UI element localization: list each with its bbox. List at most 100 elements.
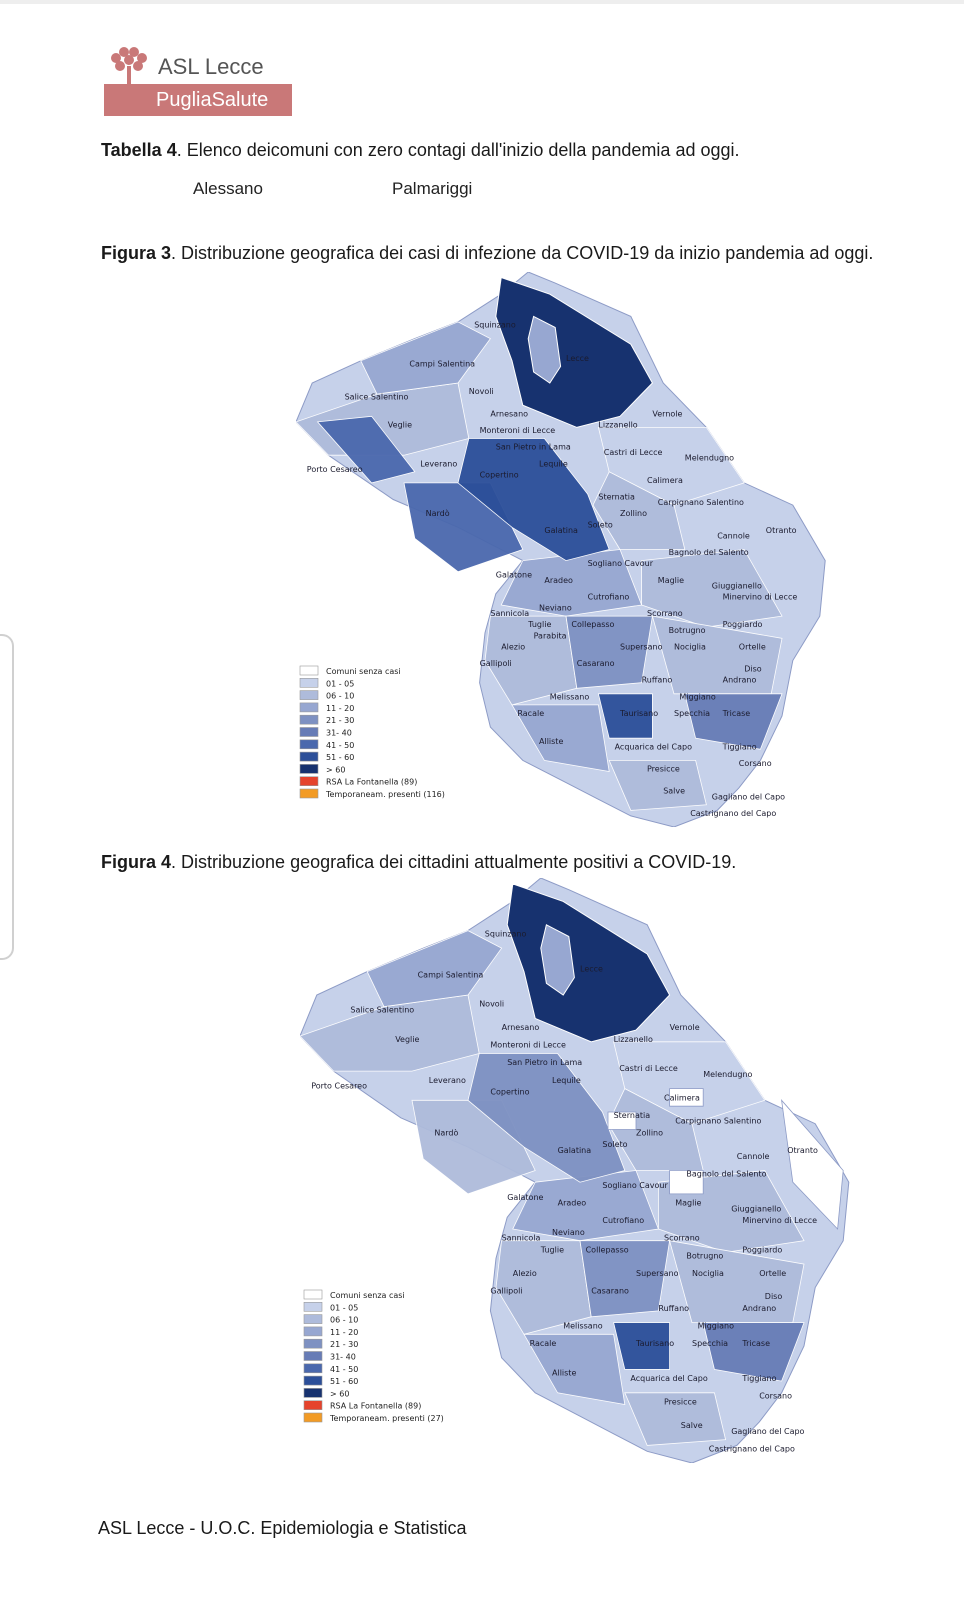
legend-swatch: [303, 1363, 323, 1374]
town-label: Alliste: [539, 737, 563, 746]
legend-label: 21 - 30: [330, 1340, 358, 1349]
town-label: Acquarica del Capo: [615, 742, 692, 751]
town-label: Castrignano del Capo: [709, 1444, 795, 1453]
legend-label: 11 - 20: [330, 1328, 358, 1337]
legend-label: 51 - 60: [326, 753, 354, 762]
town-label: Collepasso: [571, 620, 614, 629]
town-label: Cutrofiano: [588, 592, 630, 601]
town-label: Melissano: [563, 1321, 603, 1330]
figure4-map: Squinzano Campi Salentina Lecce Salice Sale…: [300, 878, 860, 1463]
legend-label: Comuni senza casi: [330, 1291, 405, 1300]
town-label: Giuggianello: [712, 581, 762, 590]
town-label: Nociglia: [674, 642, 706, 651]
town-label: Sternatia: [598, 493, 635, 502]
town-label: Corsano: [759, 1392, 792, 1401]
legend-swatch: [299, 751, 319, 762]
town-label: Squinzano: [485, 930, 527, 939]
legend-label: Temporaneam. presenti (27): [329, 1414, 444, 1423]
town-label: Casarano: [577, 659, 615, 668]
town-label: Gallipoli: [490, 1286, 522, 1295]
figure3-text: . Distribuzione geografica dei casi di i…: [171, 243, 874, 263]
town-label: Supersano: [636, 1269, 679, 1278]
footer-text: ASL Lecce - U.O.C. Epidemiologia e Stati…: [98, 1518, 467, 1538]
town-label: Cannole: [737, 1152, 770, 1161]
district-area: [467, 1053, 626, 1183]
town-label: Veglie: [388, 420, 412, 429]
district-area: [597, 693, 653, 739]
district-area: [597, 426, 745, 506]
town-label: Soleto: [588, 520, 613, 529]
town-label: Squinzano: [474, 321, 516, 330]
town-label: Lizzanello: [614, 1035, 653, 1044]
legend-swatch: [303, 1301, 323, 1312]
town-label: Supersano: [620, 642, 663, 651]
district-area: [641, 549, 783, 628]
legend-swatch: [299, 690, 319, 700]
town-label: Tricase: [722, 709, 751, 718]
district-area: [316, 415, 416, 484]
town-label: Taurisano: [619, 709, 658, 718]
district-area: [592, 471, 686, 550]
town-label: Cannole: [717, 531, 750, 540]
legend-swatch: [299, 788, 319, 799]
town-label: Nardò: [434, 1127, 458, 1137]
logo-sub: PugliaSalute: [156, 89, 269, 111]
town-label: Maglie: [658, 576, 684, 585]
town-label: Diso: [744, 665, 762, 674]
zero-case-town: Alessano: [193, 179, 263, 198]
district-area: [624, 1392, 727, 1446]
district-area: [511, 704, 610, 772]
legend-label: 01 - 05: [330, 1303, 358, 1312]
town-label: Poggiardo: [723, 620, 763, 629]
town-label: Calimera: [647, 476, 683, 485]
legend-label: > 60: [326, 765, 345, 774]
town-label: Campi Salentina: [409, 359, 475, 368]
town-label: Ruffano: [658, 1304, 689, 1313]
town-label: Minervino di Lecce: [742, 1216, 817, 1225]
legend-swatch: [303, 1412, 323, 1423]
legend-label: RSA La Fontanella (89): [330, 1402, 421, 1411]
district-area: [366, 930, 503, 1008]
town-label: Miggiano: [698, 1321, 734, 1330]
legend-swatch: [303, 1338, 323, 1349]
figure4-label: Figura 4: [101, 852, 172, 872]
town-label: Ruffano: [642, 676, 673, 685]
legend-swatch: [303, 1351, 323, 1361]
figure4-svg: Squinzano Campi Salentina Lecce Salice Sale…: [300, 878, 850, 1463]
table4-caption: Tabella 4. Elenco deicomuni con zero con…: [101, 140, 740, 161]
town-label: Gallipoli: [480, 659, 512, 668]
town-label: Campi Salentina: [418, 971, 484, 980]
town-label: Ortelle: [759, 1269, 786, 1278]
table4-label: Tabella 4: [101, 140, 177, 160]
district-area: [523, 1333, 626, 1405]
town-label: Otranto: [766, 526, 797, 535]
top-rule: [0, 0, 964, 4]
town-label: Copertino: [480, 470, 519, 479]
town-label: Melissano: [550, 692, 590, 701]
town-label: Scorrano: [664, 1234, 700, 1243]
town-label: Poggiardo: [742, 1245, 782, 1254]
legend-swatch: [299, 677, 319, 688]
town-label: Novoli: [479, 1000, 504, 1009]
town-label: Cutrofiano: [602, 1216, 644, 1225]
town-label: Taurisano: [635, 1339, 674, 1348]
town-label: San Pietro in Lama: [496, 443, 571, 452]
district-area: [613, 1322, 671, 1370]
legend-swatch: [299, 665, 319, 676]
district-area: [512, 1170, 659, 1242]
town-label: Soleto: [602, 1140, 627, 1149]
district-area: [457, 438, 610, 562]
town-label: Veglie: [395, 1035, 419, 1044]
town-label: Scorrano: [647, 609, 683, 618]
town-label: San Pietro in Lama: [507, 1058, 582, 1067]
town-label: Vernole: [652, 409, 682, 418]
town-label: Specchia: [674, 709, 710, 718]
town-label: Lecce: [566, 354, 589, 363]
town-label: Copertino: [490, 1087, 529, 1096]
town-label: Otranto: [787, 1146, 818, 1155]
town-label: Diso: [765, 1292, 783, 1301]
logo-band: PugliaSalute: [104, 84, 292, 116]
town-label: Casarano: [591, 1286, 629, 1295]
town-label: Salice Salentino: [350, 1006, 414, 1015]
scroll-handle[interactable]: [0, 634, 14, 960]
